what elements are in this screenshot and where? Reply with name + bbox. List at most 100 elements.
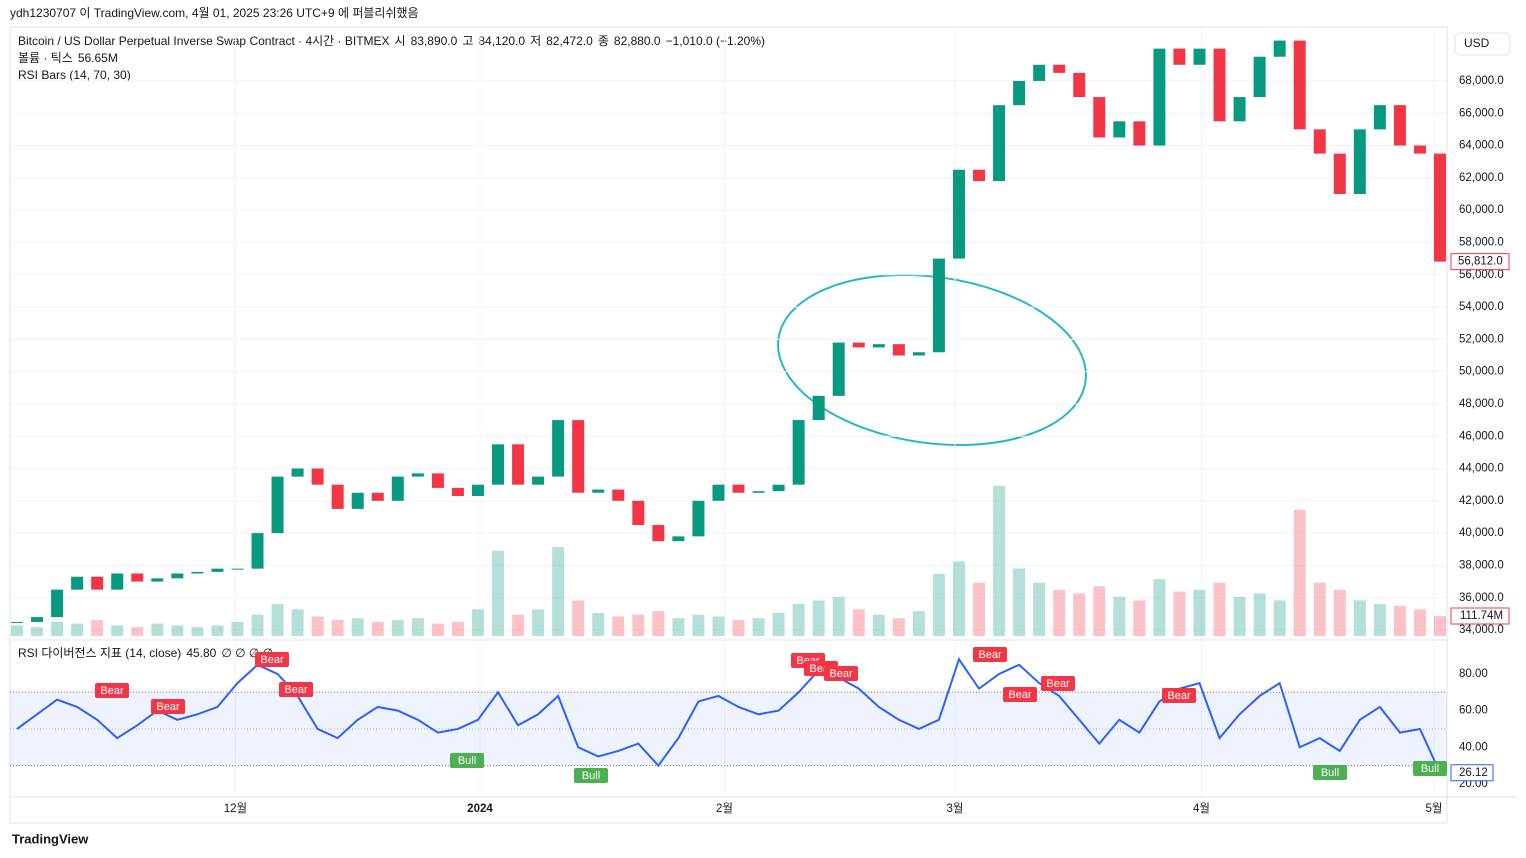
candle	[592, 489, 605, 493]
currency-button[interactable]	[1454, 32, 1511, 56]
volume-bar	[1213, 582, 1226, 636]
volume-bar	[431, 623, 444, 636]
candle	[772, 484, 785, 492]
candle	[993, 105, 1006, 182]
volume-bar	[672, 618, 685, 636]
volume-bar	[291, 609, 304, 636]
candle	[952, 169, 965, 259]
last-rsi-box	[1450, 764, 1494, 782]
divergence-tag: Bull	[1421, 763, 1439, 775]
volume-bar	[792, 604, 805, 636]
volume-bar	[852, 609, 865, 636]
candle	[932, 258, 945, 353]
y-tick-label: 48,000.0	[1459, 398, 1504, 410]
open: 83,890.0	[411, 34, 458, 48]
volume-bar	[11, 625, 23, 636]
volume-bar	[552, 547, 565, 636]
divergence-tag: Bull	[458, 755, 476, 767]
candle	[1413, 145, 1426, 154]
y-tick-label: 44,000.0	[1459, 463, 1504, 475]
candle	[552, 420, 565, 477]
volume-bar	[1093, 586, 1106, 636]
rsi-line	[16, 657, 1441, 774]
divergence-tag: Bear	[260, 654, 284, 666]
candle	[1434, 153, 1446, 262]
divergence-tag: Bull	[582, 770, 600, 782]
candle	[912, 352, 925, 356]
divergence-tag: Bear	[284, 684, 308, 696]
candle	[872, 344, 885, 348]
candle	[1233, 97, 1246, 122]
candle	[271, 476, 284, 534]
volume-bar	[151, 623, 164, 636]
x-tick-label: 3월	[946, 802, 963, 815]
open-label: 시	[395, 34, 406, 48]
volume-bar	[91, 620, 104, 636]
candle	[431, 473, 444, 488]
candle	[1213, 48, 1226, 122]
candle	[31, 617, 44, 622]
candle	[692, 500, 705, 537]
candle	[251, 533, 264, 569]
candle	[792, 420, 805, 485]
last-price: 56,812.0	[1458, 256, 1503, 268]
divergence-tag-bg	[973, 647, 1007, 662]
candle	[171, 573, 184, 579]
candle	[612, 489, 625, 501]
candle	[832, 342, 845, 396]
volume-bar	[1313, 582, 1326, 636]
divergence-tag-bg	[1313, 765, 1347, 780]
y-tick-label: 58,000.0	[1459, 236, 1504, 248]
candle	[11, 621, 23, 623]
candle	[512, 444, 525, 485]
volume-bar	[1293, 509, 1306, 636]
candle	[151, 578, 164, 582]
y-tick-label: 46,000.0	[1459, 430, 1504, 442]
candle	[632, 500, 645, 526]
volume-bar	[1253, 593, 1266, 636]
volume-bar	[1033, 582, 1046, 636]
volume-bar	[311, 616, 324, 636]
y-tick-label: 66,000.0	[1459, 107, 1504, 119]
divergence-tag-bg	[574, 768, 608, 783]
volume-bar	[993, 485, 1006, 636]
rsi-legend: RSI 다이버전스 지표 (14, close)	[18, 646, 181, 660]
candle	[231, 568, 244, 570]
volume-bar	[131, 627, 144, 636]
volume-bar	[912, 611, 925, 636]
y-tick-label: 62,000.0	[1459, 172, 1504, 184]
publisher-note: ydh1230707 이 TradingView.com, 4월 01, 202…	[10, 6, 419, 20]
currency[interactable]: USD	[1464, 36, 1490, 50]
volume-bar	[692, 614, 705, 636]
divergence-tag-bg	[1413, 761, 1447, 776]
candle	[191, 571, 204, 574]
volume-bar	[171, 625, 184, 636]
candle	[211, 568, 224, 572]
candle	[1053, 64, 1066, 73]
volume-bar	[391, 620, 404, 636]
last-volume: 111.74M	[1460, 610, 1503, 622]
y-tick-label: 56,000.0	[1459, 269, 1504, 281]
x-tick-label: 4월	[1193, 802, 1210, 815]
candle	[1293, 40, 1306, 130]
candle	[973, 169, 986, 182]
candle	[492, 444, 505, 485]
last-rsi: 26.12	[1459, 767, 1488, 779]
volume-bar	[952, 561, 965, 636]
candle	[291, 468, 304, 477]
candle	[111, 573, 124, 590]
divergence-tag-bg	[1003, 687, 1037, 702]
divergence-tag-bg	[255, 652, 289, 667]
candle	[1373, 105, 1386, 130]
candle	[1153, 48, 1166, 146]
divergence-tag: Bear	[1167, 690, 1191, 702]
candle	[1273, 40, 1286, 57]
candle	[752, 491, 765, 493]
candle	[1013, 80, 1026, 106]
volume-bar	[371, 621, 384, 636]
rsi-tick-label: 60.00	[1459, 705, 1488, 717]
candle	[471, 484, 484, 496]
divergence-tag: Bull	[1321, 767, 1339, 779]
volume-bar	[752, 618, 765, 636]
